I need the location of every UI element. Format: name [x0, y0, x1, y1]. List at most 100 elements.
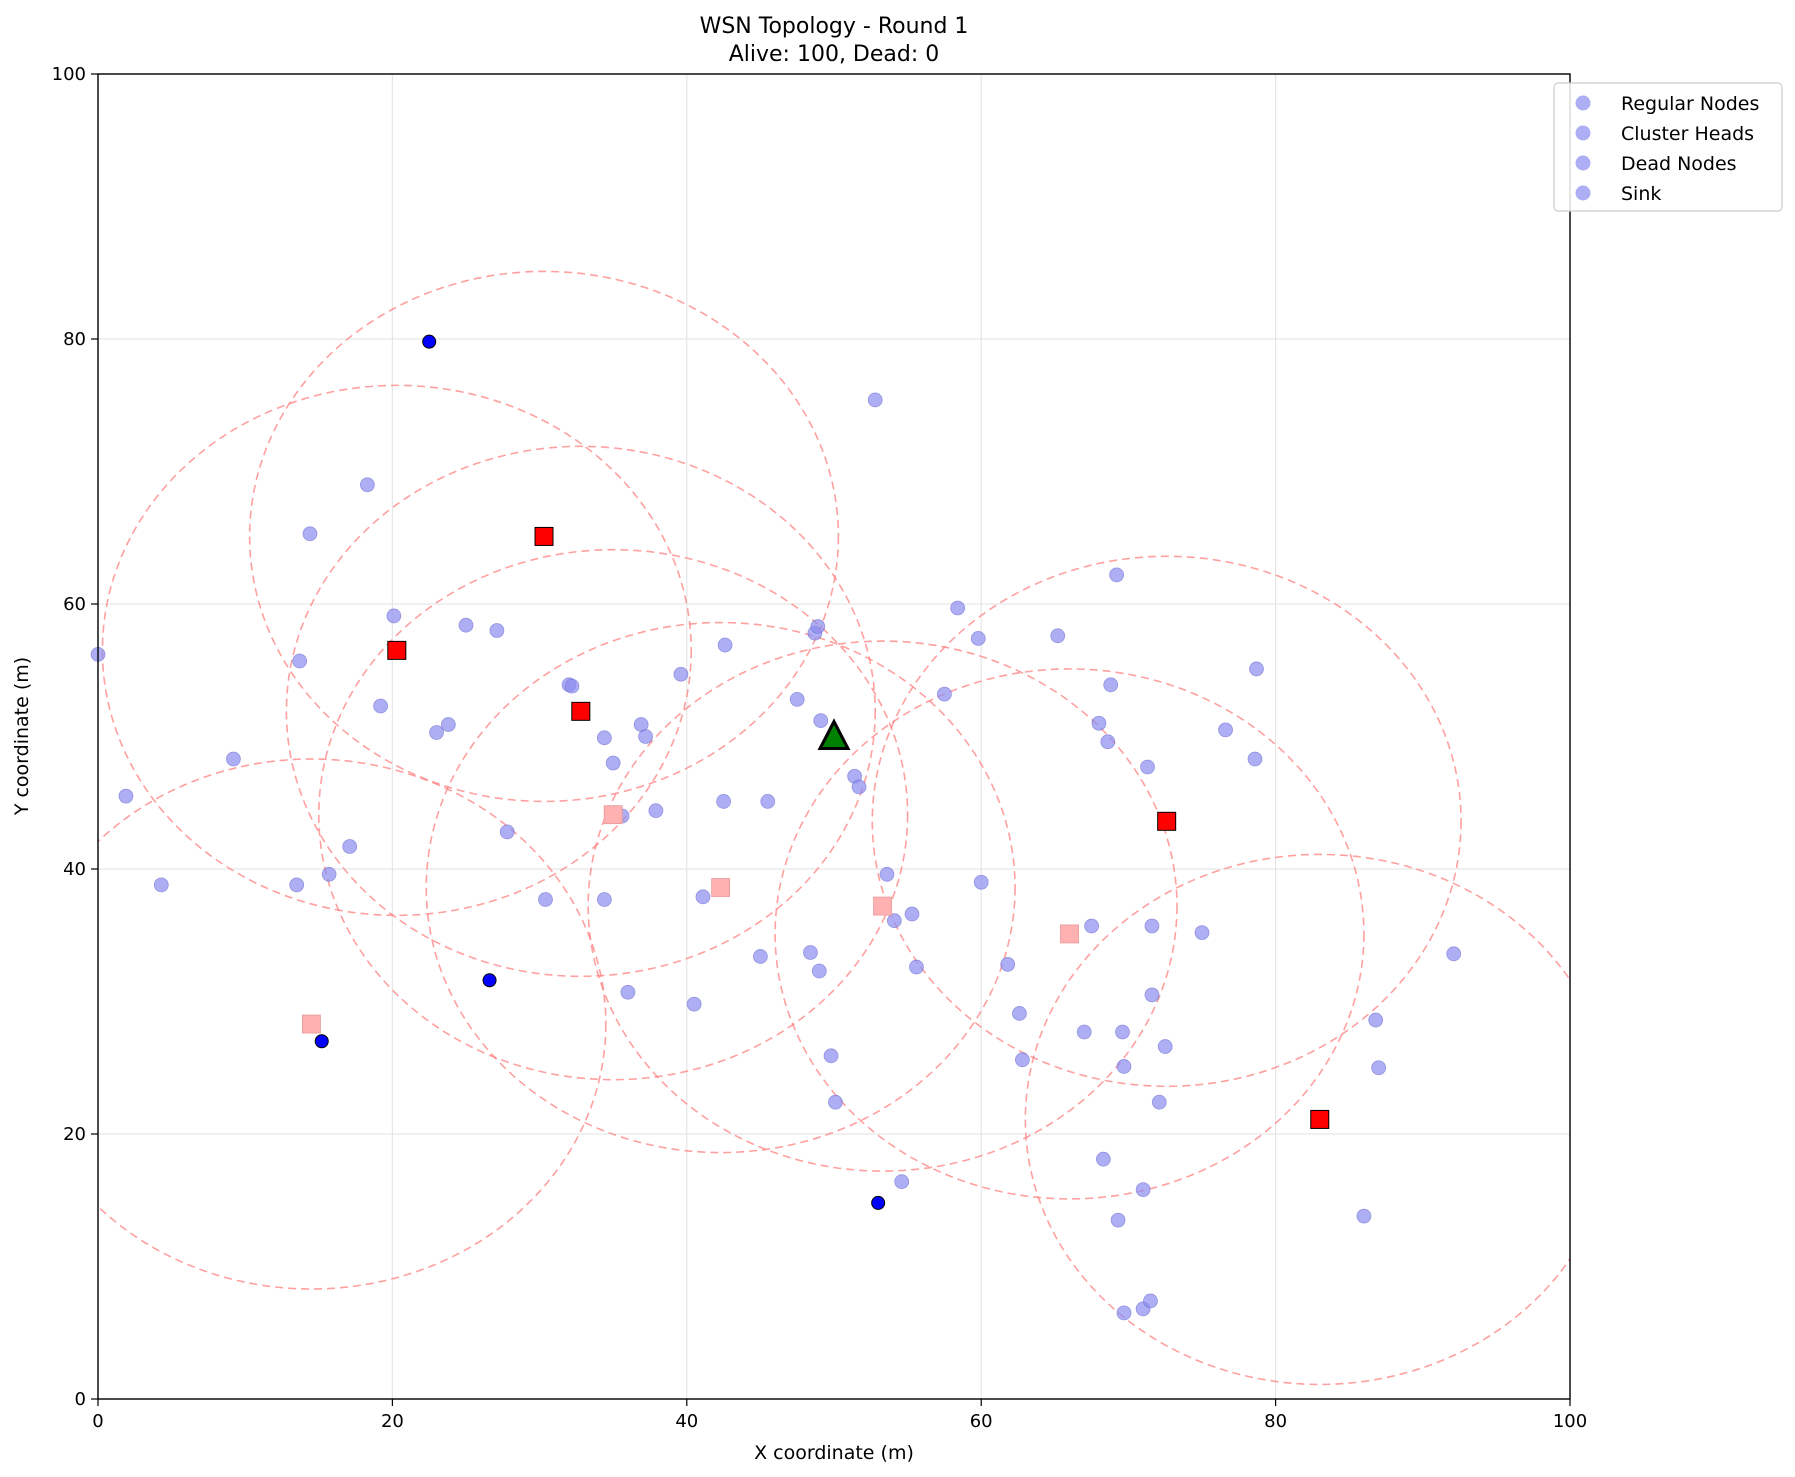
regular-node-9: [359, 477, 375, 493]
regular-node-56: [1012, 1006, 1027, 1021]
cluster-head-3: [1157, 811, 1177, 831]
range-circle-7: [587, 640, 1178, 1172]
regular-node-5: [292, 653, 308, 669]
regular-node-2: [153, 877, 169, 893]
range-circle-5: [318, 548, 909, 1081]
regular-node-12: [429, 725, 444, 740]
regular-node-26: [638, 729, 653, 744]
plot-frame: [97, 73, 1571, 1400]
regular-node-45: [867, 392, 883, 408]
regular-node-10: [373, 698, 389, 714]
range-circle-3: [871, 555, 1462, 1088]
regular-node-52: [950, 600, 966, 616]
regular-node-85: [1446, 946, 1462, 962]
regular-node-55: [1000, 957, 1016, 972]
regular-node-78: [1194, 925, 1210, 940]
faded-cluster-head-3: [1060, 924, 1079, 944]
blue-node-3: [871, 1195, 886, 1210]
cluster-head-1: [387, 640, 407, 660]
regular-node-32: [717, 637, 733, 653]
regular-node-67: [1115, 1024, 1130, 1040]
cluster-head-4: [1310, 1109, 1330, 1129]
regular-node-19: [564, 678, 580, 694]
regular-node-3: [226, 751, 241, 767]
regular-node-39: [811, 963, 827, 979]
regular-node-30: [695, 889, 711, 905]
regular-node-49: [904, 906, 920, 922]
regular-node-36: [803, 945, 818, 960]
regular-node-4: [289, 877, 305, 893]
regular-node-16: [499, 824, 515, 840]
regular-node-57: [1015, 1052, 1030, 1068]
regular-node-64: [1103, 677, 1119, 693]
regular-node-80: [1247, 751, 1263, 767]
y-tick-label-4: 80: [63, 329, 86, 350]
legend-label-dead-nodes: Dead Nodes: [1621, 153, 1737, 175]
regular-node-65: [1109, 567, 1125, 583]
regular-node-69: [1116, 1305, 1132, 1321]
range-circle-2: [285, 445, 877, 978]
y-tick-label-0: 0: [75, 1389, 86, 1410]
regular-node-13: [440, 717, 456, 732]
regular-node-42: [828, 1094, 843, 1110]
x-tick-label-5: 100: [1553, 1411, 1587, 1432]
sink-marker: [817, 718, 851, 750]
range-circle-9: [98, 758, 607, 1290]
range-circle-4: [1024, 853, 1570, 1386]
regular-node-77: [1157, 1039, 1173, 1054]
legend-marker-regular: [1575, 95, 1591, 111]
regular-node-6: [302, 526, 318, 542]
faded-cluster-head-1: [711, 878, 731, 897]
regular-node-68: [1116, 1059, 1132, 1074]
regular-node-58: [1050, 628, 1066, 644]
regular-node-70: [1135, 1182, 1151, 1198]
cluster-head-0: [534, 526, 554, 546]
x-tick-label-0: 0: [92, 1411, 103, 1432]
regular-node-8: [342, 839, 358, 854]
regular-node-75: [1144, 987, 1160, 1003]
regular-node-15: [489, 623, 505, 638]
regular-node-33: [753, 949, 768, 964]
regular-node-35: [789, 692, 805, 707]
regular-node-76: [1151, 1094, 1167, 1110]
regular-node-81: [1249, 661, 1264, 677]
blue-node-2: [314, 1034, 329, 1049]
x-tick-label-3: 60: [970, 1411, 993, 1432]
regular-node-28: [673, 666, 689, 682]
regular-node-72: [1140, 759, 1155, 775]
x-axis-label: X coordinate (m): [754, 1442, 914, 1464]
regular-node-63: [1100, 734, 1116, 750]
regular-node-11: [386, 608, 402, 624]
regular-node-53: [970, 631, 986, 646]
faded-cluster-head-4: [302, 1014, 321, 1034]
range-circles: [98, 270, 1570, 1386]
regular-node-44: [851, 779, 867, 795]
x-tick-label-4: 80: [1264, 1411, 1287, 1432]
regular-node-7: [321, 866, 337, 882]
regular-node-54: [973, 874, 989, 890]
regular-node-1: [118, 788, 134, 804]
regular-node-21: [596, 892, 612, 907]
regular-node-22: [605, 755, 621, 771]
node-markers: [90, 334, 1462, 1321]
legend: Regular Nodes Cluster Heads Dead Nodes S…: [1553, 82, 1783, 212]
regular-node-38: [810, 619, 826, 634]
faded-cluster-head-2: [873, 896, 892, 916]
regular-node-60: [1084, 918, 1099, 934]
regular-node-48: [894, 1174, 910, 1190]
blue-node-0: [422, 334, 437, 349]
y-tick-label-2: 40: [63, 859, 86, 880]
legend-marker-cluster-heads: [1575, 125, 1591, 141]
regular-node-27: [648, 803, 664, 819]
legend-label-regular: Regular Nodes: [1621, 93, 1759, 115]
regular-node-51: [937, 686, 952, 702]
regular-node-24: [620, 984, 636, 1000]
chart-title: WSN Topology - Round 1: [700, 14, 969, 39]
regular-node-29: [686, 996, 702, 1012]
regular-node-83: [1368, 1012, 1384, 1028]
legend-marker-sink: [1575, 185, 1591, 201]
regular-node-47: [886, 913, 902, 929]
regular-node-46: [879, 866, 895, 882]
legend-marker-dead-nodes: [1575, 155, 1591, 171]
